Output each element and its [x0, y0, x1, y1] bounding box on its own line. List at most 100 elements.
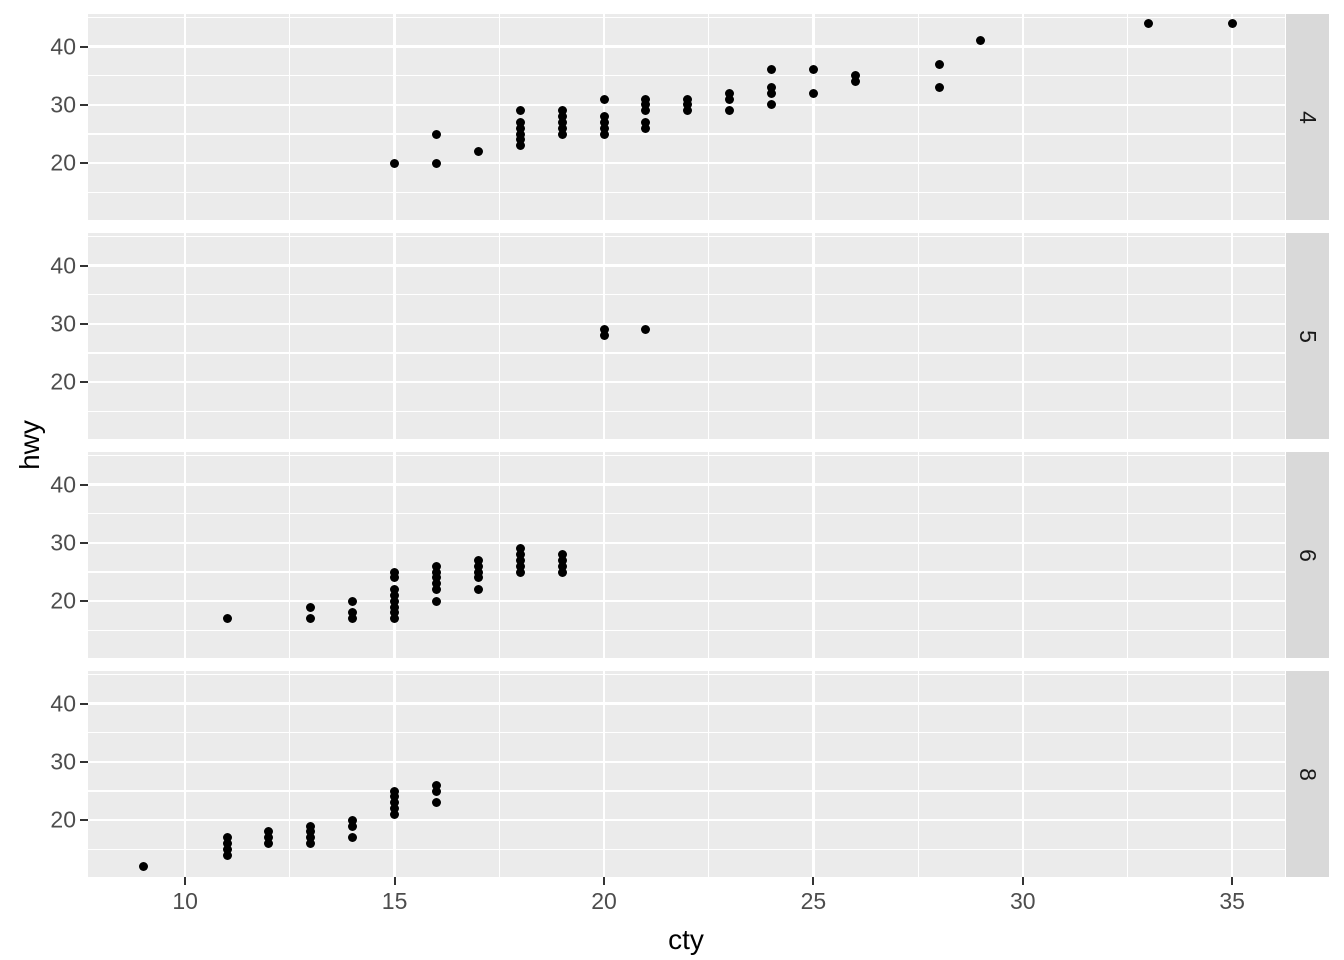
y-tick-label: 40 [50, 252, 76, 279]
gridline-major-x [812, 233, 815, 439]
y-tick-label: 20 [50, 149, 76, 176]
gridline-major-y [88, 541, 1285, 545]
data-point [432, 567, 441, 577]
data-point [473, 147, 483, 156]
gridline-minor-y [88, 629, 1285, 631]
data-point [264, 839, 274, 848]
data-point [1227, 18, 1237, 28]
y-tick-mark [80, 541, 88, 544]
data-point [599, 117, 609, 127]
data-point [515, 555, 525, 565]
gridline-minor-x [289, 452, 291, 658]
y-tick-label: 20 [50, 368, 76, 395]
gridline-major-x [393, 452, 396, 658]
data-point [599, 325, 609, 335]
gridline-minor-y [88, 16, 1285, 19]
gridline-major-x [183, 452, 187, 658]
gridline-minor-y [88, 673, 1285, 676]
x-tick-label: 30 [1010, 888, 1036, 914]
x-tick-label: 20 [591, 888, 617, 914]
gridline-major-x [1021, 452, 1025, 658]
y-tick-label: 30 [50, 748, 76, 775]
data-point [767, 88, 776, 98]
facet-strip-8: 8 [1286, 671, 1329, 877]
data-point [641, 117, 651, 127]
gridline-minor-x [917, 233, 919, 439]
gridline-major-x [1230, 233, 1234, 439]
data-point [306, 839, 316, 848]
data-point [222, 844, 232, 854]
data-point [515, 135, 525, 145]
y-tick-label: 40 [50, 471, 76, 498]
x-tick-mark [603, 877, 605, 885]
facet-strip-label: 4 [1294, 110, 1321, 124]
facet-strip-5: 5 [1286, 233, 1329, 439]
y-tick-mark [80, 103, 88, 106]
gridline-major-x [1230, 14, 1234, 220]
data-point [599, 129, 609, 139]
gridline-major-x [183, 14, 187, 220]
data-point [432, 585, 441, 594]
data-point [432, 780, 441, 790]
data-point [557, 123, 567, 133]
data-point [222, 839, 232, 848]
data-point [306, 827, 316, 837]
y-tick-mark [80, 760, 88, 763]
data-point [390, 158, 400, 168]
data-point [599, 123, 609, 133]
gridline-major-x [393, 14, 396, 220]
data-point [432, 129, 441, 139]
data-point [725, 106, 735, 116]
gridline-minor-x [917, 14, 919, 220]
data-point [934, 82, 944, 92]
data-point [432, 596, 441, 606]
y-tick-mark [80, 264, 88, 267]
data-point [934, 59, 944, 69]
facet-panel-6 [88, 452, 1285, 658]
x-tick-label: 15 [381, 888, 408, 914]
data-point [767, 100, 776, 110]
facet-panel-8 [88, 671, 1285, 877]
data-point [515, 141, 525, 151]
gridline-minor-x [1126, 233, 1129, 439]
data-point [683, 100, 693, 110]
data-point [390, 590, 400, 600]
facet-strip-label: 8 [1294, 767, 1321, 781]
data-point [557, 555, 567, 565]
y-tick-label: 30 [50, 529, 76, 556]
data-point [725, 88, 735, 98]
gridline-minor-y [88, 294, 1285, 296]
gridline-major-x [602, 671, 606, 877]
gridline-minor-x [1126, 452, 1129, 658]
data-point [557, 112, 567, 122]
x-tick-label: 10 [172, 888, 198, 914]
data-point [348, 833, 358, 843]
gridline-minor-y [88, 454, 1285, 457]
facet-panel-5 [88, 233, 1285, 439]
data-point [432, 786, 441, 796]
data-point [641, 100, 651, 110]
y-tick-label: 40 [50, 33, 76, 60]
gridline-major-y [88, 161, 1285, 165]
gridline-minor-x [289, 233, 291, 439]
data-point [599, 331, 609, 341]
gridline-major-y [88, 380, 1285, 384]
facet-strip-label: 5 [1294, 329, 1321, 343]
gridline-minor-y [88, 513, 1285, 515]
x-tick-label: 25 [800, 888, 827, 914]
data-point [683, 94, 693, 104]
gridline-minor-y [88, 732, 1285, 734]
gridline-minor-y [88, 352, 1285, 354]
facet-strip-label: 6 [1294, 548, 1321, 562]
data-point [306, 602, 316, 612]
data-point [222, 850, 232, 860]
data-point [138, 862, 148, 872]
data-point [515, 567, 525, 577]
data-point [306, 614, 316, 624]
y-tick-label: 30 [50, 310, 76, 337]
x-axis-title: cty [668, 924, 704, 955]
gridline-major-x [812, 14, 815, 220]
gridline-minor-x [289, 671, 291, 877]
data-point [390, 809, 400, 819]
